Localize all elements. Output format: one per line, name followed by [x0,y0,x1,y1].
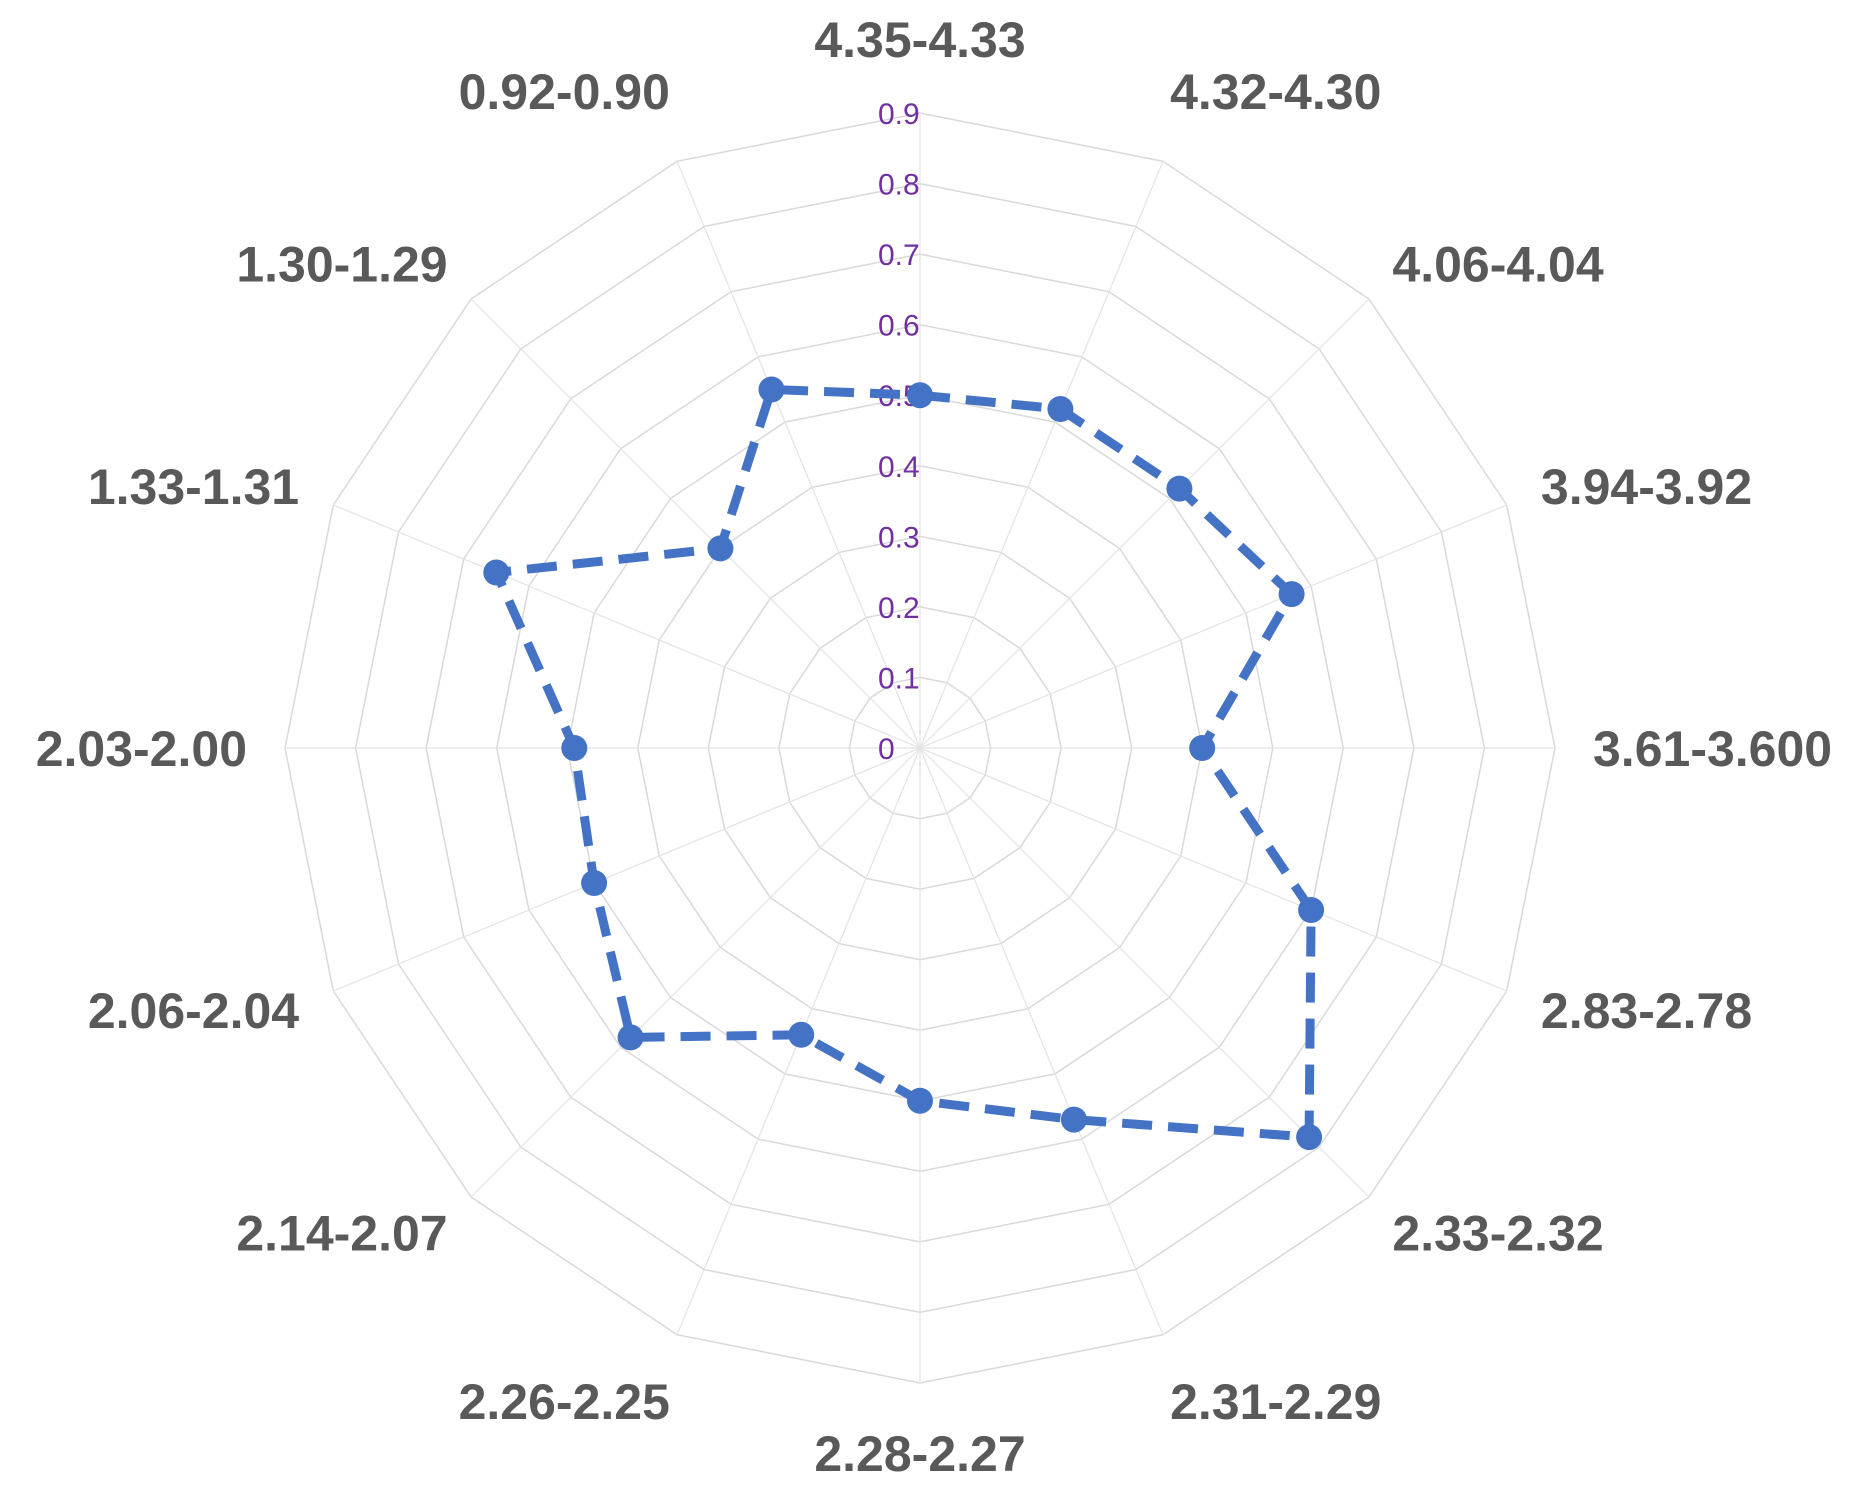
series-line [491,385,1316,1142]
grid-spoke [676,161,921,749]
category-label: 2.03-2.00 [36,721,247,777]
category-label: 2.14-2.07 [236,1205,447,1261]
grid-spoke [470,747,921,1198]
data-point [483,559,510,586]
data-point [1278,581,1305,608]
tick-label: 0.9 [878,98,920,131]
tick-label: 0 [878,733,895,766]
data-point [1047,396,1074,422]
tick-label: 0.6 [878,310,920,343]
category-label: 2.33-2.32 [1392,1205,1603,1261]
grid-spoke [919,298,1370,749]
grid-spoke [919,747,1370,1198]
data-point [907,382,933,409]
data-point [788,1021,815,1048]
data-point [1298,897,1325,923]
tick-label: 0.2 [878,592,920,625]
grid-spoke [919,504,1507,749]
grid-spoke [470,298,921,749]
category-label: 2.28-2.27 [814,1426,1025,1482]
category-label: 0.92-0.90 [459,64,670,120]
series-layer [483,376,1325,1151]
data-point [1166,475,1193,502]
category-label: 4.32-4.30 [1170,64,1381,120]
tick-label: 0.1 [878,662,920,695]
data-point [758,376,785,403]
category-label: 4.06-4.04 [1392,237,1603,293]
category-label: 2.31-2.29 [1170,1374,1381,1430]
data-point [581,870,608,896]
category-label: 1.30-1.29 [236,237,447,293]
category-label: 3.94-3.92 [1541,459,1752,515]
tick-labels: 00.10.20.30.40.50.60.70.80.9 [878,98,920,766]
category-label: 3.61-3.600 [1593,721,1832,777]
category-label: 2.06-2.04 [88,983,299,1039]
grid-spoke [333,504,921,749]
tick-label: 0.4 [878,451,920,484]
grid-spoke [919,747,1164,1335]
tick-label: 0.3 [878,521,920,554]
data-point [1189,735,1216,761]
tick-label: 0.7 [878,239,920,272]
grid-spoke [333,747,921,992]
data-point [561,735,588,761]
data-point [707,535,734,562]
category-label: 2.26-2.25 [459,1374,670,1430]
category-label: 1.33-1.31 [88,459,299,515]
grid-spoke [919,161,1164,749]
data-point [1060,1106,1087,1133]
category-label: 4.35-4.33 [814,12,1025,68]
data-point [907,1087,933,1114]
category-labels: 4.35-4.33 4.32-4.30 4.06-4.04 3.94-3.92 3.61… [36,12,1832,1482]
tick-label: 0.8 [878,169,920,202]
spoke-layer [285,113,1555,1383]
data-point [617,1024,644,1051]
data-point [1296,1124,1323,1151]
category-label: 2.83-2.78 [1541,983,1752,1039]
grid-spoke [919,747,1507,992]
